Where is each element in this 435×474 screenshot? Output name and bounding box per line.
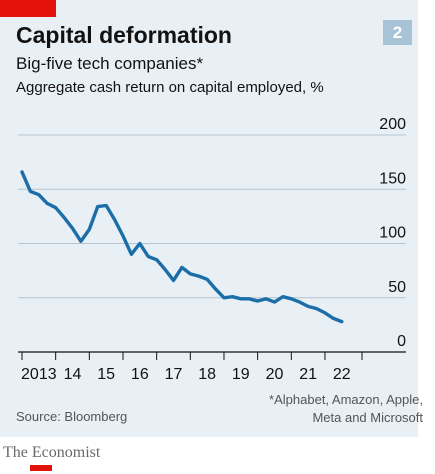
series-line bbox=[20, 170, 344, 324]
chart-subtitle: Big-five tech companies* bbox=[16, 54, 204, 73]
x-tick-label: 21 bbox=[299, 366, 317, 383]
chart-number-badge: 2 bbox=[383, 20, 412, 45]
y-tick-label: 0 bbox=[397, 333, 406, 350]
series-group bbox=[20, 170, 344, 324]
line-chart: 0 50 100 150 200 2013 14 15 16 17 18 19 20 21 22 bbox=[18, 116, 406, 383]
y-axis-label: Aggregate cash return on capital employe… bbox=[16, 79, 324, 96]
x-tick-label: 2013 bbox=[21, 366, 57, 383]
red-accent-bar bbox=[0, 0, 56, 17]
x-axis bbox=[18, 351, 406, 360]
x-tick-label: 14 bbox=[64, 366, 82, 383]
x-tick-label: 20 bbox=[266, 366, 284, 383]
x-tick-label: 22 bbox=[333, 366, 351, 383]
x-tick-label: 16 bbox=[131, 366, 149, 383]
x-tick-label: 18 bbox=[198, 366, 216, 383]
x-tick-labels: 2013 14 15 16 17 18 19 20 21 22 bbox=[21, 366, 351, 383]
y-tick-label: 150 bbox=[379, 170, 406, 187]
chart-panel bbox=[0, 0, 418, 437]
publisher-logo: The Economist bbox=[3, 444, 101, 461]
footnote: *Alphabet, Amazon, Apple, Meta and Micro… bbox=[269, 391, 423, 427]
x-tick-label: 19 bbox=[232, 366, 250, 383]
chart-title: Capital deformation bbox=[16, 22, 232, 48]
footnote-line-1: *Alphabet, Amazon, Apple, bbox=[269, 392, 423, 407]
publisher-red-mark bbox=[30, 465, 52, 471]
x-tick-label: 15 bbox=[97, 366, 115, 383]
y-tick-label: 50 bbox=[388, 279, 406, 296]
source-note: Source: Bloomberg bbox=[16, 409, 128, 424]
y-tick-label: 200 bbox=[379, 116, 406, 133]
y-tick-label: 100 bbox=[379, 225, 406, 242]
y-tick-labels: 0 50 100 150 200 bbox=[379, 116, 406, 350]
gridlines bbox=[18, 134, 406, 299]
x-tick-label: 17 bbox=[165, 366, 183, 383]
footnote-line-2: Meta and Microsoft bbox=[312, 410, 423, 425]
